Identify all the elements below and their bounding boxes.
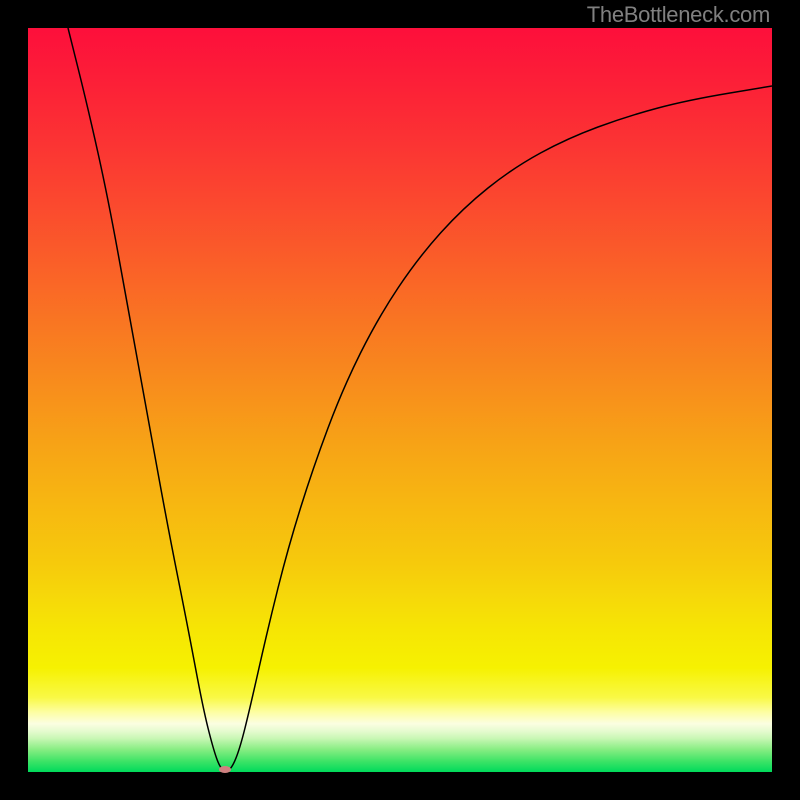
plot-area: [28, 28, 772, 772]
curve-line: [28, 28, 772, 772]
bottleneck-marker: [219, 766, 231, 773]
watermark-text: TheBottleneck.com: [587, 2, 770, 28]
